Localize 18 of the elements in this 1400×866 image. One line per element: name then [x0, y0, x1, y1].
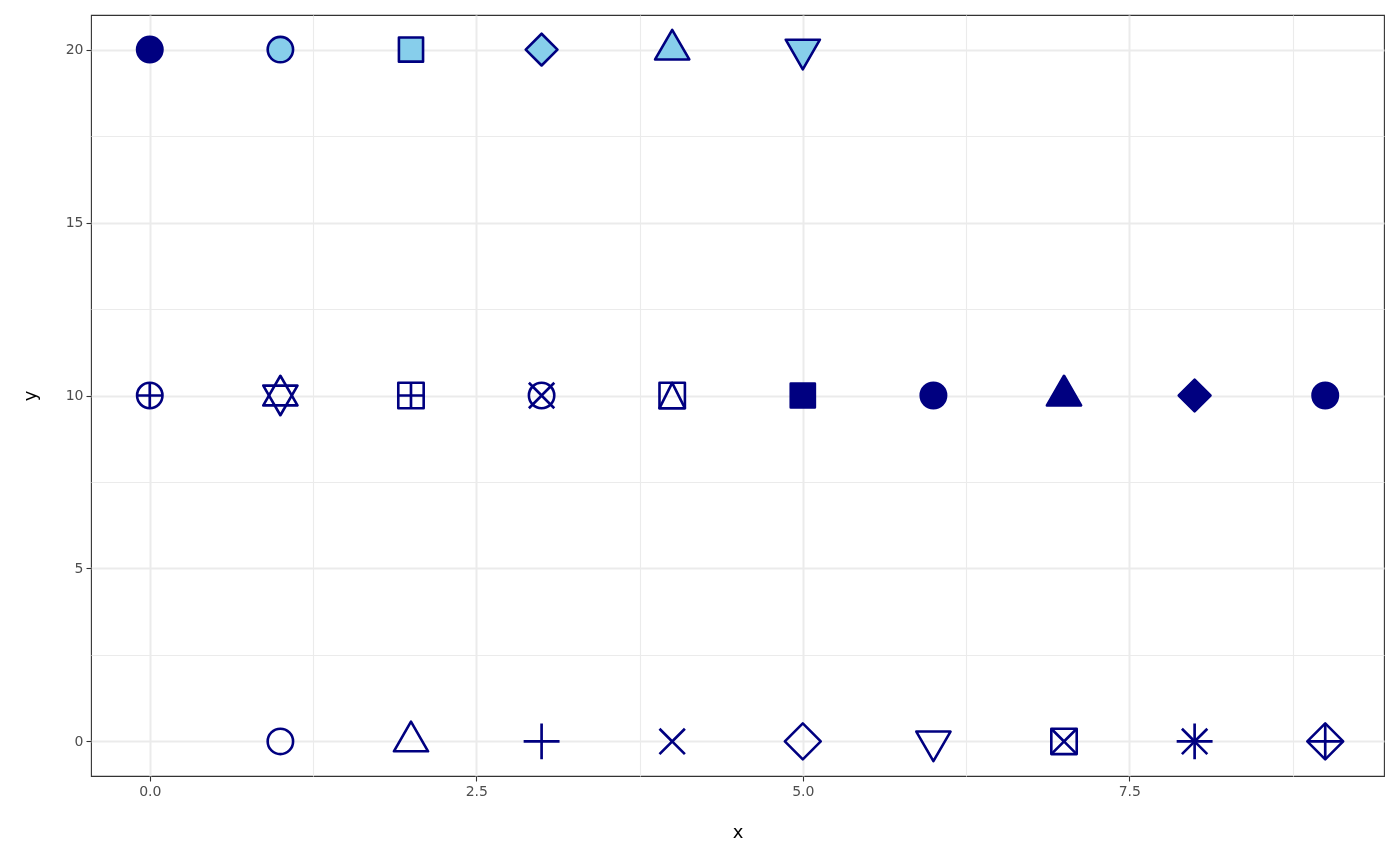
point: [135, 35, 164, 64]
y-tick-label: 10: [65, 387, 84, 403]
y-axis-title: y: [18, 390, 40, 402]
point: [523, 723, 560, 760]
y-tick-label: 15: [65, 214, 84, 231]
point: [783, 722, 823, 761]
y-tick-label: 20: [65, 41, 84, 58]
y-tick-label: 5: [74, 559, 84, 576]
x-tick-label: 5.0: [792, 782, 815, 799]
y-tick-label: 0: [74, 732, 84, 749]
x-axis-title: x: [732, 820, 744, 842]
point: [658, 727, 686, 756]
point: [1311, 381, 1340, 410]
x-tick-label: 2.5: [465, 782, 488, 799]
point: [266, 727, 295, 756]
point: [919, 381, 948, 410]
x-tick-label: 7.5: [1118, 782, 1141, 799]
x-tick-label: 0.0: [139, 782, 162, 799]
